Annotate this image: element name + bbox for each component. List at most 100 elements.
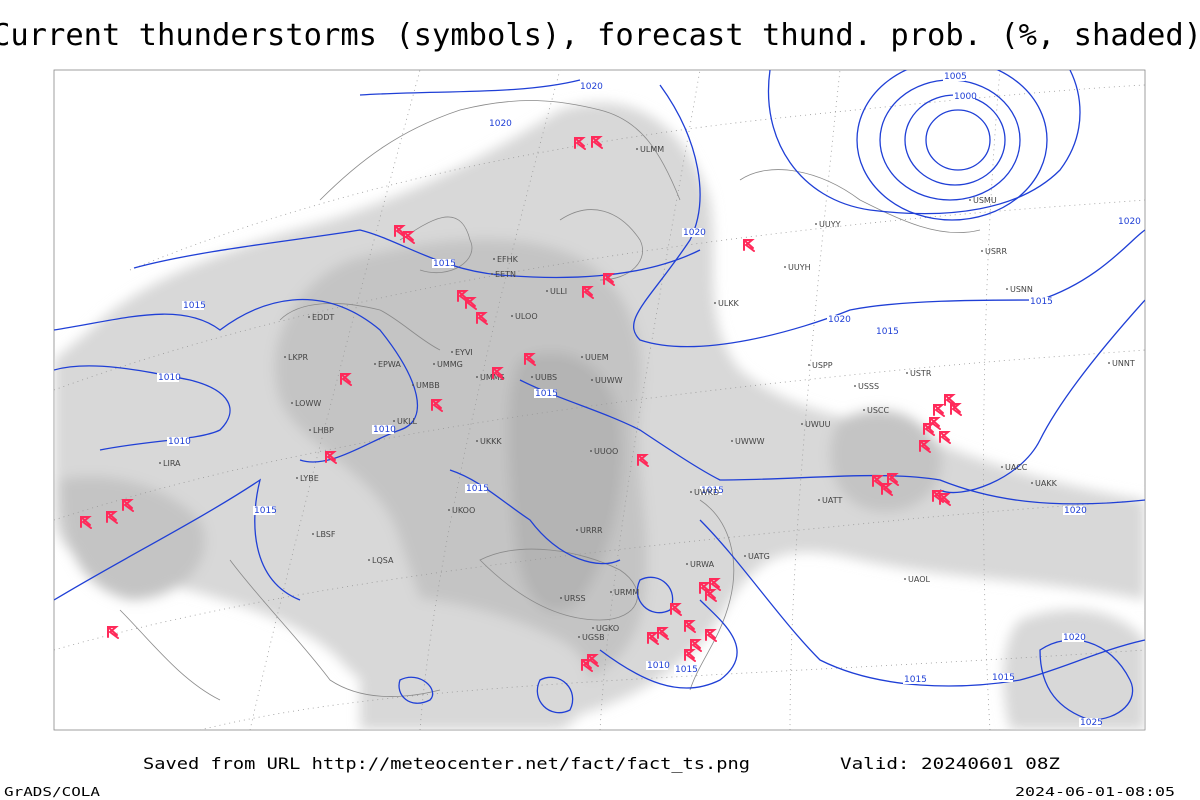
software-credit: GrADS/COLA [4,785,101,799]
isobar-label-bg [488,119,510,128]
station-label: UGSB [582,633,605,642]
thunderstorm-symbol [684,620,696,633]
isobar-label: 1020 [683,228,706,238]
isobar-label-bg [253,506,275,515]
isobar-label: 1015 [183,301,206,311]
isobar-label-bg [1117,217,1139,226]
station-dot [476,376,478,378]
isobar-label-bg [432,259,454,268]
isobar-label: 1020 [489,119,512,129]
isobar-label-bg [674,665,696,674]
station-label: UNNT [1112,359,1135,368]
thunderstorm-symbol [574,137,586,150]
isobar-label-bg [465,484,487,493]
station-dot [284,356,286,358]
thunderstorm-symbol [476,312,488,325]
isobar-label-bg [682,228,704,237]
isobar-label: 1015 [535,389,558,399]
station-label: LBSF [316,530,336,539]
station-label: USTR [910,369,932,378]
station-label: USPP [812,361,833,370]
isobar-label: 1020 [1063,633,1086,643]
thunderstorm-symbols [80,136,962,672]
station-label: UMMG [437,360,463,369]
thunderstorm-symbol [325,451,337,464]
thunderstorm-symbol [684,649,696,662]
isobar-label: 1015 [992,673,1015,683]
thunderstorm-symbol [603,273,615,286]
isobar-label: 1010 [647,661,670,671]
station-label: LIRA [163,459,181,468]
map-labels: 1005 1000 1020 1020 1020 1020 1015 1015 1020 1015… [157,72,1141,728]
station-label: UWKD [694,488,719,497]
isobar-label-bg [1079,718,1101,727]
thunderstorm-symbol [690,639,702,652]
isobar-label-bg [534,389,556,398]
station-dot [904,578,906,580]
station-label: UUYY [819,220,841,229]
station-dot [546,290,548,292]
station-label: URWA [690,560,715,569]
isobar-label: 1015 [433,259,456,269]
station-dot [412,384,414,386]
station-label: LYBE [300,474,319,483]
map-layer: 1005 1000 1020 1020 1020 1020 1015 1015 1020 1015… [54,70,1145,730]
station-dot [581,356,583,358]
station-dot [969,199,971,201]
valid-time: Valid: 20240601 08Z [840,754,1060,773]
station-label: LQSA [372,556,394,565]
isobar-label-bg [579,82,601,91]
station-dot [312,533,314,535]
thunderstorm-symbol [670,603,682,616]
isobar-label-bg [827,315,849,324]
station-label: EDDT [312,313,334,322]
station-label: UUWW [595,376,623,385]
isobar-label-bg [875,327,897,336]
station-dot [981,250,983,252]
thunderstorm-symbol [933,404,945,417]
station-label: UATT [822,496,842,505]
station-dot [578,636,580,638]
isobar-label-bg [167,437,189,446]
isobar-label-bg [182,301,204,310]
isobar-label: 1025 [1080,718,1103,728]
station-label: LHBP [313,426,334,435]
station-label: UWUU [805,420,831,429]
isobar-label-bg [991,673,1013,682]
station-dot [374,363,376,365]
isobar-label: 1015 [701,486,724,496]
station-label: USCC [867,406,890,415]
station-dot [686,563,688,565]
station-dot [744,555,746,557]
isobar-label-bg [157,373,179,382]
thunderstorm-symbol [647,632,659,645]
thunderstorm-symbol [403,231,415,244]
station-dot [393,420,395,422]
station-dot [590,450,592,452]
station-label: UACC [1005,463,1028,472]
station-label: UWWW [735,437,765,446]
thunderstorm-symbol [106,511,118,524]
station-dot [493,258,495,260]
station-label: UUEM [585,353,609,362]
station-dot [714,302,716,304]
station-label: UUBS [535,373,557,382]
station-label: USSS [858,382,879,391]
isobar-label-bg [953,92,975,101]
thunderstorm-symbol [881,483,893,496]
station-label: UATG [748,552,770,561]
isobar-label: 1015 [675,665,698,675]
station-label: ULKK [718,299,740,308]
thunderstorm-symbol [591,136,603,149]
thunderstorm-symbol [950,403,962,416]
thunderstorm-symbol [657,627,669,640]
thunderstorm-symbol [872,475,884,488]
isobar-label-bg [903,675,925,684]
station-label: UUYH [788,263,811,272]
isobar-label: 1010 [168,437,191,447]
isobar-label: 1005 [944,72,967,82]
station-dot [906,372,908,374]
station-label: UAKK [1035,479,1058,488]
station-dot [731,440,733,442]
